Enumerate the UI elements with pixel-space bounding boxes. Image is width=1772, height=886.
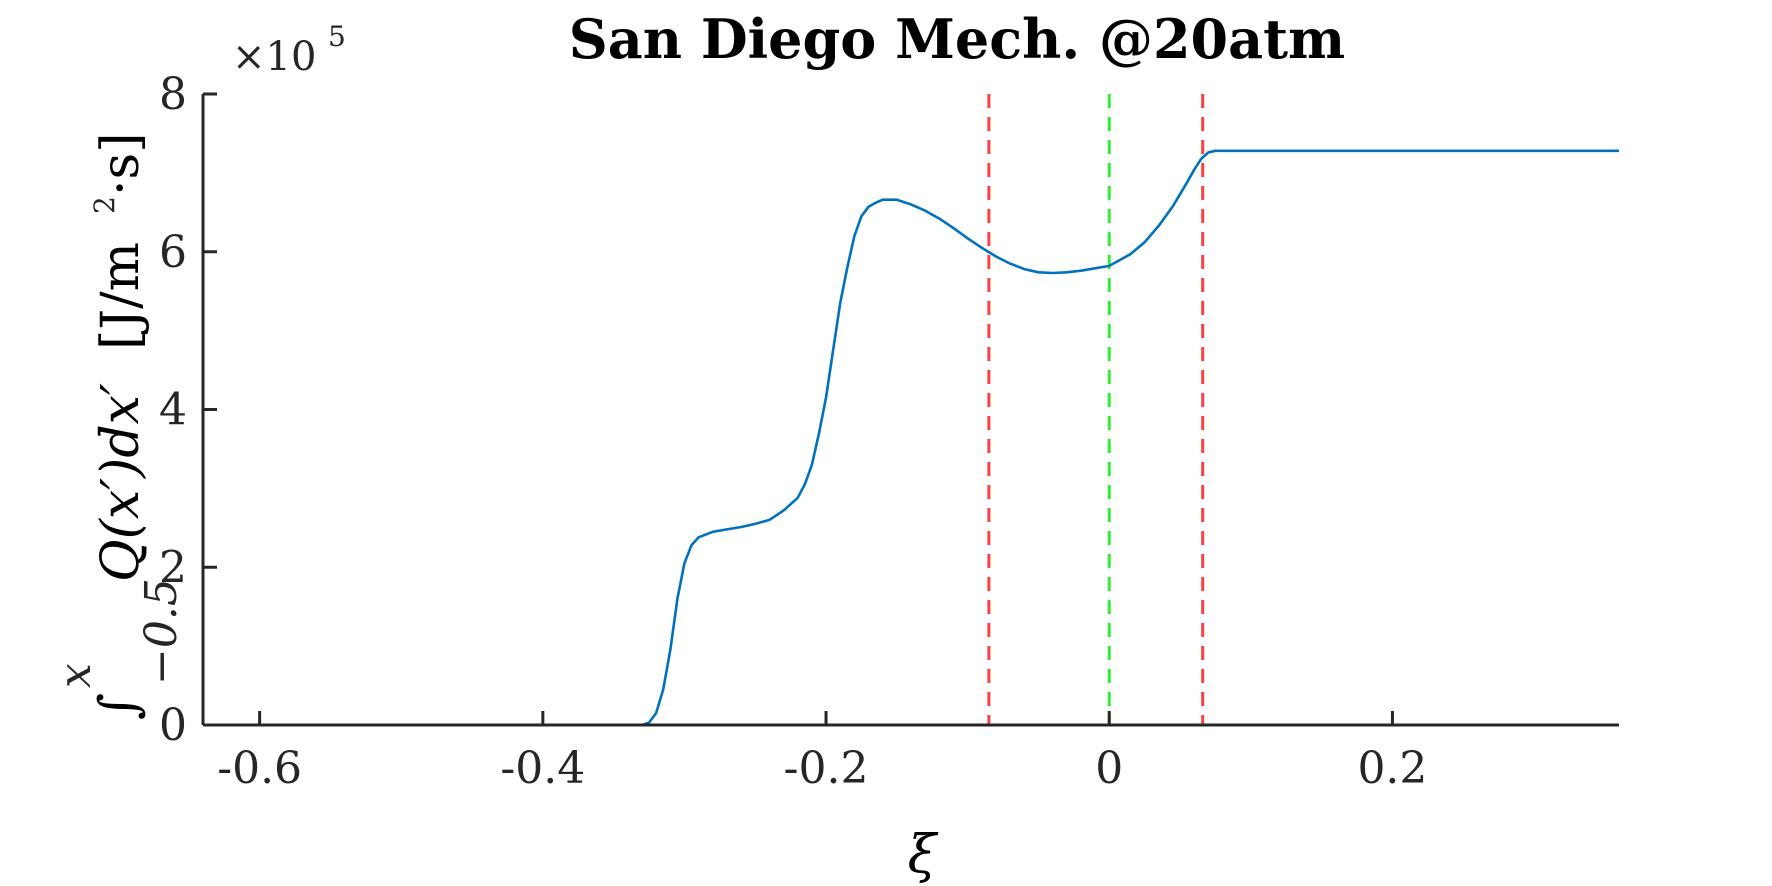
y-tick-label: 0 — [159, 700, 187, 751]
y-axis-unit-close: ·s] — [91, 132, 151, 196]
x-tick-label: -0.4 — [500, 743, 585, 794]
y-tick-label: 6 — [159, 227, 187, 278]
x-axis-label: ξ — [908, 825, 939, 885]
plot-area: 0 2 4 6 8 -0.6 -0.4 -0.2 0 0.2 — [159, 69, 1619, 794]
y-axis-integral-lower: −0.5 — [136, 578, 187, 685]
chart-title: San Diego Mech. @20atm — [569, 7, 1345, 71]
y-axis-integral-sign: ∫ — [89, 693, 149, 720]
y-multiplier-base: ×10 — [232, 34, 316, 80]
y-tick-label: 8 — [159, 69, 187, 120]
y-tick-label: 4 — [159, 385, 187, 436]
y-multiplier-exponent: 5 — [328, 20, 346, 53]
y-multiplier: ×10 5 — [232, 20, 346, 80]
y-axis-integrand: Q(x′)dx′ — [91, 383, 151, 582]
series-line-1 — [203, 149, 1619, 727]
x-tick-label: 0.2 — [1357, 743, 1427, 794]
y-axis-unit-open: [J/m — [91, 242, 151, 350]
y-axis-integral-upper: x — [50, 663, 101, 688]
x-tick-label: -0.2 — [784, 743, 869, 794]
x-tick-label: 0 — [1095, 743, 1123, 794]
y-axis-unit-power: 2 — [88, 196, 121, 214]
y-axis-label: ∫ −0.5 x Q(x′)dx′ [J/m 2 ·s] — [50, 132, 187, 720]
y-tick-label: 2 — [159, 542, 187, 593]
x-tick-label: -0.6 — [217, 743, 302, 794]
